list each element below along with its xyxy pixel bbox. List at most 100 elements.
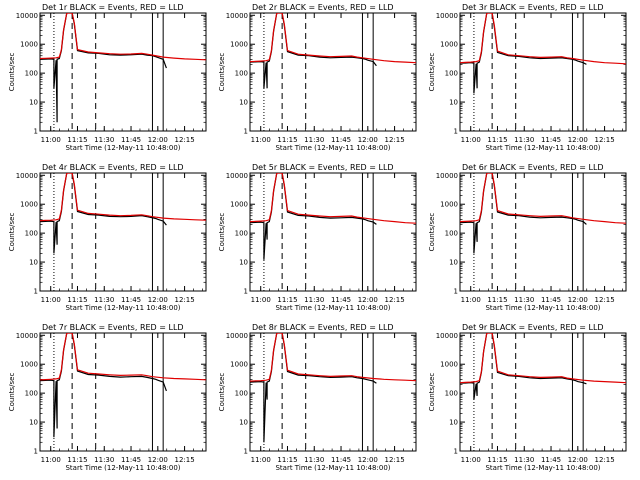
y-tick-label: 10 — [239, 419, 248, 427]
detector-panel-8: 1 10 100 1000 10000 11:00 11:15 11:30 11:45 12:00… — [218, 323, 417, 472]
series-line-lld — [40, 173, 206, 222]
x-tick-label: 11:00 — [251, 136, 271, 144]
x-tick-label: 11:30 — [94, 136, 114, 144]
x-tick-label: 11:15 — [67, 136, 87, 144]
x-tick-label: 11:00 — [461, 456, 481, 464]
x-tick-label: 11:30 — [94, 296, 114, 304]
x-tick-label: 11:15 — [487, 136, 507, 144]
x-axis-label: Start Time (12-May-11 10:48:00) — [485, 464, 600, 472]
x-tick-label: 11:00 — [251, 456, 271, 464]
series-line-lld — [250, 333, 416, 382]
y-tick-label: 10000 — [16, 172, 38, 180]
plot-frame — [39, 12, 207, 132]
series-line-events — [40, 13, 167, 123]
y-tick-label: 1000 — [230, 41, 248, 49]
x-tick-label: 11:00 — [41, 296, 61, 304]
y-tick-label: 10000 — [226, 332, 248, 340]
y-tick-label: 1 — [244, 128, 248, 136]
x-tick-label: 11:30 — [514, 296, 534, 304]
y-tick-label: 100 — [445, 230, 458, 238]
x-axis-label: Start Time (12-May-11 10:48:00) — [275, 304, 390, 312]
x-tick-label: 11:15 — [67, 296, 87, 304]
plot-frame — [459, 332, 627, 452]
y-tick-label: 100 — [235, 70, 248, 78]
x-tick-label: 12:15 — [594, 296, 614, 304]
y-tick-label: 10000 — [226, 12, 248, 20]
y-tick-label: 10 — [29, 419, 38, 427]
x-tick-label: 12:15 — [594, 456, 614, 464]
y-tick-label: 1 — [34, 288, 38, 296]
series-line-lld — [40, 13, 206, 61]
panel-title: Det 3r BLACK = Events, RED = LLD — [462, 3, 604, 12]
x-tick-label: 12:15 — [384, 456, 404, 464]
series-line-events — [40, 173, 167, 254]
y-tick-label: 10 — [239, 259, 248, 267]
y-tick-label: 1000 — [440, 41, 458, 49]
y-tick-label: 10 — [449, 259, 458, 267]
plot-frame — [249, 332, 417, 452]
x-axis-label: Start Time (12-May-11 10:48:00) — [485, 304, 600, 312]
y-tick-label: 1000 — [230, 201, 248, 209]
series-line-events — [250, 173, 377, 260]
x-tick-label: 12:00 — [568, 296, 588, 304]
y-tick-label: 100 — [445, 390, 458, 398]
series-line-events — [460, 333, 587, 400]
series-group — [250, 13, 416, 89]
x-tick-label: 11:30 — [94, 456, 114, 464]
y-tick-label: 1000 — [440, 361, 458, 369]
x-axis-label: Start Time (12-May-11 10:48:00) — [485, 144, 600, 152]
x-tick-label: 12:00 — [358, 456, 378, 464]
x-tick-label: 11:15 — [487, 296, 507, 304]
y-tick-label: 100 — [25, 390, 38, 398]
series-line-lld — [460, 13, 626, 65]
x-tick-label: 12:15 — [384, 136, 404, 144]
y-tick-label: 1 — [244, 288, 248, 296]
x-tick-label: 12:00 — [358, 136, 378, 144]
x-axis-label: Start Time (12-May-11 10:48:00) — [65, 304, 180, 312]
series-group — [40, 13, 206, 123]
detector-panel-9: 1 10 100 1000 10000 11:00 11:15 11:30 11:45 12:00… — [428, 323, 627, 472]
x-tick-label: 11:30 — [304, 136, 324, 144]
y-axis-label: Counts/sec — [218, 213, 226, 252]
y-tick-label: 1000 — [20, 361, 38, 369]
y-tick-label: 1000 — [440, 201, 458, 209]
detector-panel-6: 1 10 100 1000 10000 11:00 11:15 11:30 11:45 12:00… — [428, 163, 627, 312]
y-tick-label: 100 — [25, 70, 38, 78]
panel-title: Det 8r BLACK = Events, RED = LLD — [252, 323, 394, 332]
x-tick-label: 11:15 — [67, 456, 87, 464]
x-axis-label: Start Time (12-May-11 10:48:00) — [275, 464, 390, 472]
series-line-lld — [250, 13, 416, 64]
series-line-lld — [460, 173, 626, 224]
y-tick-label: 10000 — [436, 12, 458, 20]
x-tick-label: 11:30 — [304, 456, 324, 464]
series-group — [40, 333, 206, 438]
y-tick-label: 100 — [25, 230, 38, 238]
x-axis-label: Start Time (12-May-11 10:48:00) — [65, 144, 180, 152]
panel-title: Det 2r BLACK = Events, RED = LLD — [252, 3, 394, 12]
y-tick-label: 100 — [445, 70, 458, 78]
x-tick-label: 11:00 — [41, 456, 61, 464]
y-tick-label: 1 — [34, 448, 38, 456]
x-tick-label: 11:45 — [541, 296, 561, 304]
y-axis-label: Counts/sec — [428, 53, 436, 92]
x-tick-label: 11:15 — [487, 456, 507, 464]
y-tick-label: 10000 — [16, 332, 38, 340]
detector-panel-3: 1 10 100 1000 10000 11:00 11:15 11:30 11:45 12:00… — [428, 3, 627, 152]
plot-frame — [459, 172, 627, 292]
x-tick-label: 12:15 — [174, 136, 194, 144]
series-line-events — [460, 173, 587, 254]
y-tick-label: 100 — [235, 230, 248, 238]
panel-title: Det 1r BLACK = Events, RED = LLD — [42, 3, 184, 12]
y-tick-label: 1 — [454, 448, 458, 456]
series-line-events — [250, 13, 377, 89]
y-tick-label: 10 — [449, 99, 458, 107]
panel-title: Det 6r BLACK = Events, RED = LLD — [462, 163, 604, 172]
y-tick-label: 10000 — [436, 172, 458, 180]
y-tick-label: 10 — [29, 99, 38, 107]
y-axis-label: Counts/sec — [8, 373, 16, 412]
x-tick-label: 11:30 — [514, 136, 534, 144]
plot-frame — [459, 12, 627, 132]
y-tick-label: 100 — [235, 390, 248, 398]
detector-panel-7: 1 10 100 1000 10000 11:00 11:15 11:30 11:45 12:00… — [8, 323, 207, 472]
y-tick-label: 1 — [244, 448, 248, 456]
